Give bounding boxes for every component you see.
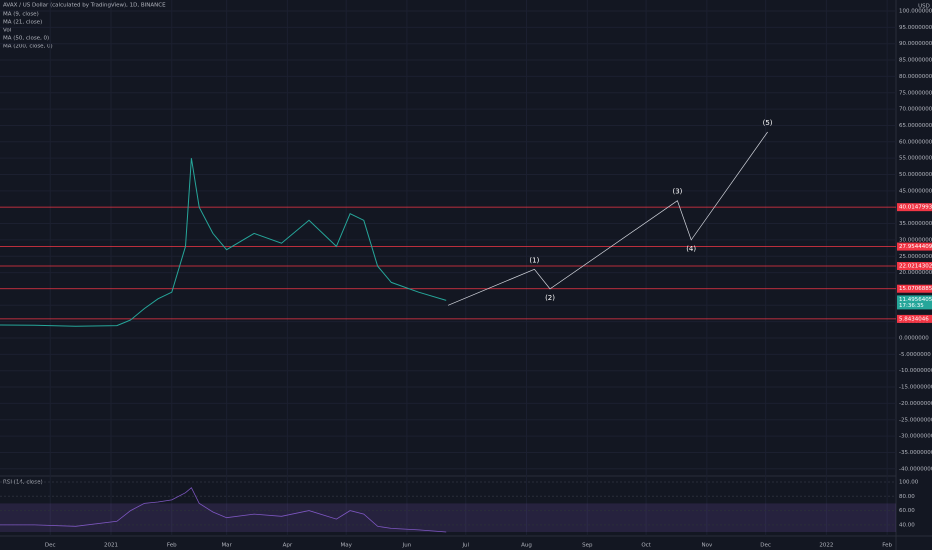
indicator: MA (9, close)	[3, 12, 39, 18]
time-tick-label: May	[341, 543, 353, 549]
current-tag	[897, 295, 932, 310]
rsi-tick-label: 60.00	[899, 508, 915, 514]
time-tick-label: 2022	[819, 543, 833, 549]
time-tick-label: Feb	[167, 543, 177, 549]
price-tick-label: 0.0000000	[899, 336, 929, 342]
time-tick-label: Feb	[882, 543, 892, 549]
price-tick-label: 60.0000000	[899, 139, 932, 145]
rsi-line	[0, 487, 447, 533]
price-tick-label: 30.0000000	[899, 237, 932, 243]
price-tag	[897, 203, 932, 212]
price-tag-label: 27.9544409	[899, 244, 932, 250]
price-tick-label: 95.0000000	[899, 25, 932, 31]
indicator: Vol	[3, 28, 12, 34]
rsi-tick-label: 100.00	[899, 480, 919, 486]
indicator: MA (50, close, 0)	[3, 36, 49, 42]
price-tick-label: 35.0000000	[899, 221, 932, 227]
rsi-tick-label: 40.00	[899, 522, 915, 528]
time-tick-label: Mar	[221, 543, 232, 549]
price-tag	[897, 261, 932, 270]
wave-label: (3)	[672, 188, 682, 196]
rsi-tick-label: 80.00	[899, 494, 915, 500]
wave-label: (5)	[763, 119, 773, 127]
time-tick-label: Nov	[701, 543, 712, 549]
price-line	[0, 158, 447, 327]
time-tick-label: Jul	[461, 543, 469, 549]
price-tag	[897, 314, 932, 323]
price-tag-label: 40.0147993	[899, 205, 932, 211]
price-tag	[897, 284, 932, 293]
price-tick-label: 75.0000000	[899, 90, 932, 96]
time-tick-label: Oct	[641, 543, 651, 549]
price-tag-label: 5.8434046	[899, 316, 929, 322]
price-tick-label: 90.0000000	[899, 41, 932, 47]
price-tick-label: 70.0000000	[899, 107, 932, 113]
wave-label: (1)	[529, 256, 539, 264]
time-tick-label: Jun	[402, 543, 412, 549]
price-tick-label: -15.0000000	[899, 385, 932, 391]
price-tick-label: 25.0000000	[899, 254, 932, 260]
time-tick-label: Sep	[582, 543, 593, 549]
price-tick-label: 45.0000000	[899, 188, 932, 194]
wave-label: (4)	[686, 245, 696, 253]
time-tick-label: Dec	[760, 543, 771, 549]
price-tag	[897, 242, 932, 251]
price-tick-label: 65.0000000	[899, 123, 932, 129]
price-tick-label: 50.0000000	[899, 172, 932, 178]
price-tick-label: -20.0000000	[899, 401, 932, 407]
price-tick-label: -35.0000000	[899, 450, 932, 456]
current-label: 11.4956405	[899, 297, 932, 303]
price-tag-label: 15.0706885	[899, 286, 932, 292]
price-tag-label: 22.0214302	[899, 263, 932, 269]
time-tick-label: 2021	[104, 543, 118, 549]
rsi-title: RSI (14, close)	[3, 480, 43, 486]
price-tick-label: -5.0000000	[899, 352, 931, 358]
wave-label: (2)	[545, 294, 555, 302]
time-tick-label: Dec	[45, 543, 56, 549]
price-tick-label: -30.0000000	[899, 434, 932, 440]
price-tick-label: 80.0000000	[899, 74, 932, 80]
projection-line	[447, 131, 768, 306]
price-tick-label: -10.0000000	[899, 368, 932, 374]
indicator: MA (200, close, 0)	[3, 44, 53, 50]
price-tick-label: -40.0000000	[899, 466, 932, 472]
indicator: MA (21, close)	[3, 20, 42, 26]
time-tick-label: Aug	[521, 543, 532, 549]
price-tick-label: 55.0000000	[899, 156, 932, 162]
time-tick-label: Apr	[283, 543, 293, 549]
currency: USD	[918, 4, 930, 10]
price-tick-label: -25.0000000	[899, 417, 932, 423]
rsi-band	[0, 503, 896, 532]
countdown: 17:36:35	[899, 303, 924, 309]
price-tick-label: 100.0000000	[899, 9, 932, 15]
price-tick-label: 85.0000000	[899, 58, 932, 64]
symbol-title: AVAX / US Dollar (calculated by TradingV…	[3, 3, 166, 9]
price-tick-label: 20.0000000	[899, 270, 932, 276]
